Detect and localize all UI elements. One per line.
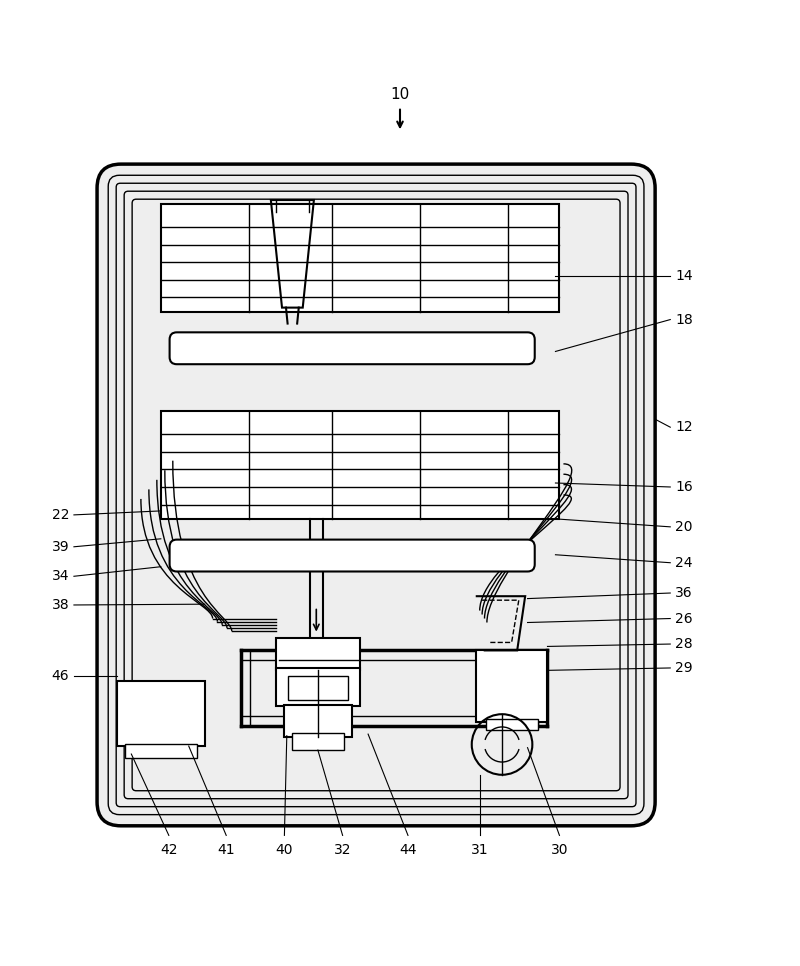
Text: 41: 41 [218, 843, 235, 858]
Bar [486, 719, 538, 730]
Text: 36: 36 [675, 586, 693, 600]
Bar [476, 650, 547, 723]
Text: 31: 31 [471, 843, 489, 858]
Text: 20: 20 [675, 520, 693, 534]
Text: 16: 16 [675, 480, 693, 494]
Text: 12: 12 [675, 420, 693, 434]
Bar [125, 744, 197, 758]
FancyBboxPatch shape [170, 332, 534, 364]
Bar [161, 412, 559, 519]
Bar [285, 704, 352, 736]
Text: 40: 40 [276, 843, 293, 858]
Text: 24: 24 [675, 555, 693, 570]
Text: 29: 29 [675, 661, 693, 675]
Text: 26: 26 [675, 611, 693, 626]
Bar [117, 681, 205, 746]
Text: 14: 14 [675, 269, 693, 283]
Text: 34: 34 [52, 569, 69, 583]
Bar [277, 668, 360, 706]
Text: 18: 18 [675, 313, 693, 327]
Text: 42: 42 [160, 843, 178, 858]
Text: 30: 30 [550, 843, 568, 858]
Text: 46: 46 [51, 668, 69, 683]
Text: 10: 10 [390, 87, 410, 102]
FancyBboxPatch shape [97, 164, 655, 826]
FancyBboxPatch shape [170, 540, 534, 572]
Text: 38: 38 [51, 598, 69, 612]
Bar [292, 732, 344, 750]
Bar [161, 204, 559, 312]
Text: 39: 39 [51, 540, 69, 554]
Bar [277, 639, 360, 670]
Text: 22: 22 [52, 508, 69, 522]
Text: 32: 32 [334, 843, 351, 858]
Bar [288, 676, 348, 699]
Text: 28: 28 [675, 637, 693, 651]
Text: 44: 44 [399, 843, 417, 858]
